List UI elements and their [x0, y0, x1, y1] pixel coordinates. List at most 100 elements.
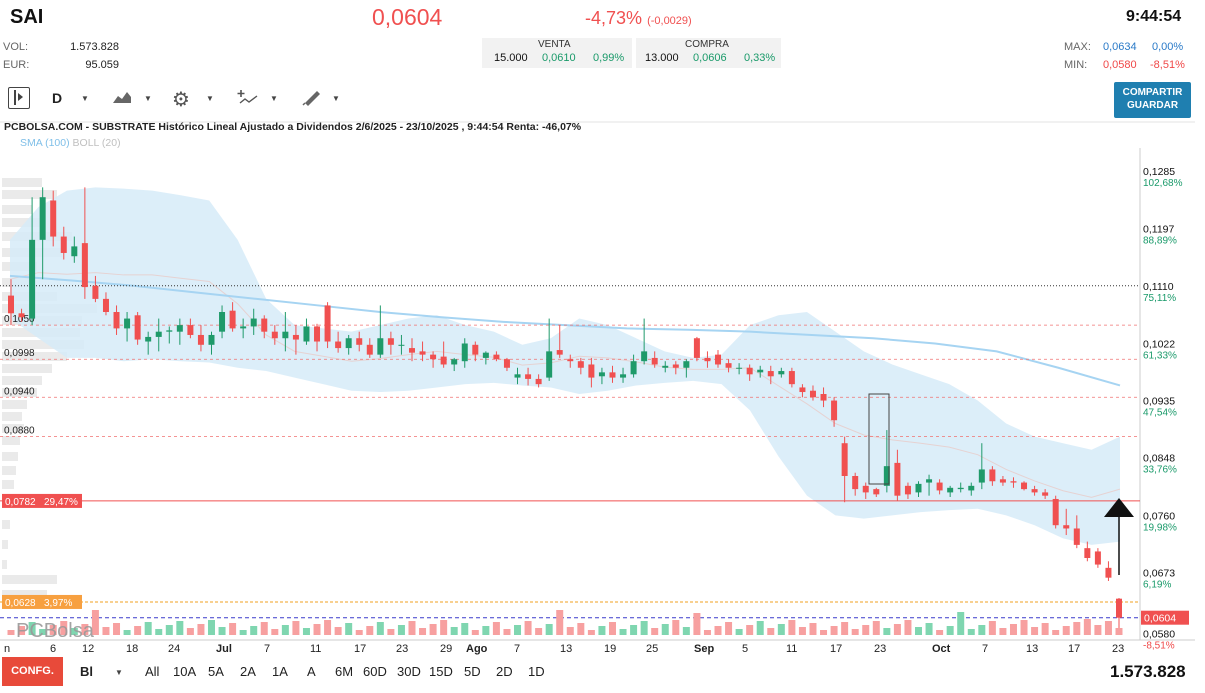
candle-body — [92, 285, 99, 299]
chevron-down-icon[interactable]: ▼ — [115, 668, 123, 677]
candle-body — [588, 364, 595, 378]
share-save-button[interactable]: COMPARTIR GUARDAR — [1114, 82, 1191, 118]
volume-bar — [239, 630, 247, 635]
min-value: 0,0580 — [1103, 59, 1137, 71]
candle-body — [809, 390, 816, 398]
candle-body — [947, 487, 954, 493]
volume-bar — [788, 620, 796, 635]
period-1a[interactable]: 1A — [272, 664, 288, 679]
arrow-head-icon — [1104, 498, 1134, 517]
period-30d[interactable]: 30D — [397, 664, 421, 679]
price-tick-pct: 33,76% — [1143, 465, 1177, 476]
candle-body — [503, 359, 510, 368]
volume-bar — [123, 630, 131, 635]
volume-bar — [651, 628, 659, 635]
volume-bar — [756, 621, 764, 635]
chevron-down-icon[interactable]: ▼ — [144, 94, 152, 103]
volume-bar — [102, 627, 110, 635]
chevron-down-icon[interactable]: ▼ — [206, 94, 214, 103]
time-tick-label: 17 — [354, 643, 366, 655]
period-5a[interactable]: 5A — [208, 664, 224, 679]
max-pct: 0,00% — [1152, 41, 1184, 53]
gear-icon[interactable]: ⚙ — [172, 89, 190, 111]
volume-profile-bar — [2, 376, 42, 385]
chart-type-icon[interactable] — [112, 89, 132, 109]
time-tick-label: Sep — [694, 643, 714, 655]
candle-body — [408, 348, 415, 353]
candle-body — [345, 338, 352, 349]
candle-body — [883, 466, 890, 486]
max-value: 0,0634 — [1103, 41, 1137, 53]
time-tick-label: 19 — [604, 643, 616, 655]
volume-bar — [207, 620, 215, 635]
scale-select[interactable]: Bl — [80, 664, 93, 679]
volume-bar — [176, 621, 184, 635]
time-tick-label: Jul — [216, 643, 232, 655]
candle-body — [862, 485, 869, 493]
volume-bar — [345, 623, 353, 635]
chevron-down-icon[interactable]: ▼ — [332, 94, 340, 103]
chevron-down-icon[interactable]: ▼ — [270, 94, 278, 103]
volume-bar — [545, 624, 553, 635]
orange-tag-pct: 3,97% — [44, 598, 72, 609]
candle-body — [102, 298, 109, 312]
candle-body — [292, 334, 299, 340]
period-15d[interactable]: 15D — [429, 664, 453, 679]
period-1d[interactable]: 1D — [528, 664, 545, 679]
candle-body — [799, 387, 806, 393]
chevron-down-icon[interactable]: ▼ — [81, 94, 89, 103]
candle-body — [1010, 481, 1017, 483]
volume-bar — [798, 627, 806, 635]
volume-bar — [514, 625, 522, 635]
volume-bar — [355, 630, 363, 635]
volume-bar — [999, 628, 1007, 635]
config-button[interactable]: CONFG. — [2, 657, 63, 686]
volume-bar — [144, 622, 152, 635]
time-tick-label: Ago — [466, 643, 488, 655]
volume-bar — [619, 629, 627, 635]
price-change: -4,73% (-0,0029) — [585, 8, 692, 29]
draw-tool-icon[interactable] — [302, 88, 322, 111]
period-a[interactable]: A — [307, 664, 316, 679]
candle-body — [324, 305, 331, 342]
candle-body — [999, 479, 1006, 483]
period-all[interactable]: All — [145, 664, 160, 679]
candle-body — [1073, 528, 1080, 545]
panel-toggle-icon[interactable] — [8, 87, 30, 109]
volume-bar — [682, 627, 690, 635]
period-6m[interactable]: 6M — [335, 664, 354, 679]
time-tick-label: 7 — [982, 643, 988, 655]
time-tick-label: 13 — [560, 643, 572, 655]
period-10a[interactable]: 10A — [173, 664, 197, 679]
period-2d[interactable]: 2D — [496, 664, 513, 679]
candle-body — [197, 334, 204, 345]
volume-bar — [229, 623, 237, 635]
time-tick-label: 6 — [50, 643, 56, 655]
indicators-icon[interactable] — [237, 88, 259, 111]
candle-body — [356, 338, 363, 345]
interval-select[interactable]: D — [52, 90, 63, 106]
candle-body — [672, 364, 679, 368]
change-percent: -4,73% — [585, 8, 643, 28]
price-tick-pct: 6,19% — [1143, 579, 1171, 590]
period-2a[interactable]: 2A — [240, 664, 256, 679]
volume-profile-bar — [2, 480, 14, 489]
volume-bar — [250, 626, 258, 635]
volume-bar — [661, 624, 669, 635]
candle-body — [1063, 525, 1070, 529]
candle-body — [155, 331, 162, 337]
time-tick-label: 17 — [830, 643, 842, 655]
candle-body — [683, 361, 690, 368]
candle-body — [314, 326, 321, 342]
price-tick-label: 0,0935 — [1143, 396, 1175, 408]
candle-body — [567, 359, 574, 362]
candle-body — [598, 372, 605, 377]
period-60d[interactable]: 60D — [363, 664, 387, 679]
volume-profile-bar — [2, 388, 37, 397]
candle-body — [461, 343, 468, 362]
candle-body — [525, 374, 532, 379]
candle-body — [651, 357, 658, 365]
time-tick-label: n — [4, 643, 10, 655]
period-5d[interactable]: 5D — [464, 664, 481, 679]
